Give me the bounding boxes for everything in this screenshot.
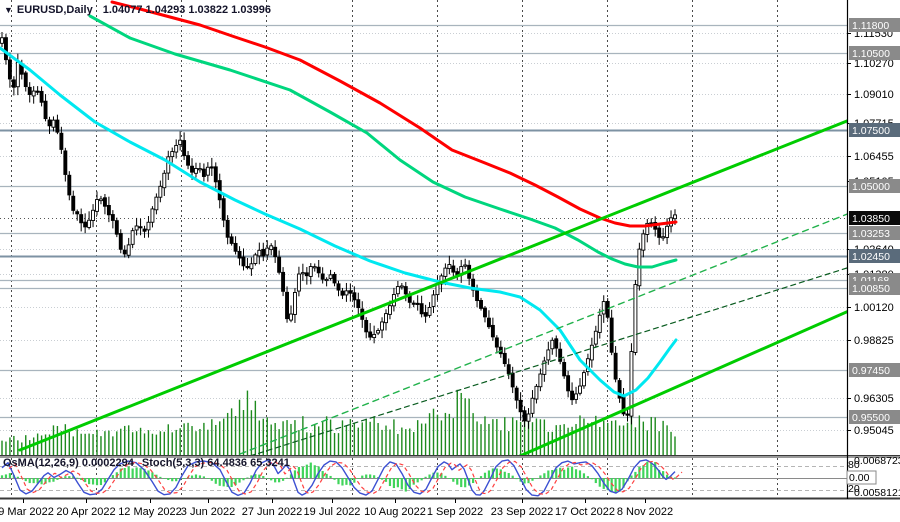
price-badge-text: 0.97450: [852, 365, 890, 377]
date-label: 23 Sep 2022: [491, 506, 553, 518]
indicator-axis-label: 80: [848, 459, 860, 471]
stoch-d-line: [8, 460, 683, 495]
date-label: 10 Aug 2022: [364, 506, 426, 518]
price-label: 0.95045: [854, 425, 894, 437]
price-badge: [849, 410, 900, 424]
date-label: 1 Sep 2022: [427, 506, 483, 518]
price-badge-text: 1.11800: [852, 20, 889, 32]
price-label: 0.96305: [854, 393, 894, 405]
ohlc-values: 1.04077 1.04293 1.03822 1.03996: [102, 4, 271, 16]
price-badge-text: 1.05000: [852, 181, 890, 193]
date-label: 20 Apr 2022: [56, 506, 115, 518]
osma-histogram: [0, 461, 677, 493]
price-badge-text: 1.03850: [852, 213, 890, 225]
stoch-k-line: [1, 459, 676, 497]
date-label: 17 Oct 2022: [555, 506, 615, 518]
price-badge: [849, 226, 900, 240]
pane-splitter[interactable]: [0, 455, 900, 459]
price-label: 1.10270: [854, 58, 894, 70]
ascending-trendline-upper[interactable]: [18, 119, 852, 452]
price-label: 1.00120: [854, 302, 894, 314]
price-badge-text: 1.10500: [852, 48, 890, 60]
indicator-labels-overlay: OsMA(12,26,9) 0.0002294 Stoch(5,3,3) 64.4…: [3, 457, 298, 469]
price-badge-text: 1.03253: [852, 228, 890, 240]
symbol-period-label: EURUSD,Daily: [16, 4, 93, 16]
ascending-trendline-lower[interactable]: [518, 306, 860, 456]
candles-layer: [0, 32, 677, 429]
price-badge-text: 0.95500: [852, 412, 890, 424]
price-label: 1.09010: [854, 89, 894, 101]
symbol-ohlc-overlay: ▼ EURUSD,Daily 1.04077 1.04293 1.03822 1.0…: [4, 4, 271, 16]
price-badge: [849, 123, 900, 137]
date-label: 8 Nov 2022: [617, 506, 673, 518]
price-label: 1.06455: [854, 151, 894, 163]
ma-slow-red-line: [110, 0, 678, 228]
price-label: 0.98825: [854, 335, 894, 347]
date-label: 27 Jun 2022: [242, 506, 303, 518]
ascending-dashed-projection[interactable]: [239, 211, 855, 455]
date-label: 29 Mar 2022: [0, 506, 54, 518]
indicator-axis-label: 20: [848, 483, 860, 495]
h-gridlines: [0, 33, 847, 431]
price-badge-text: 1.00850: [852, 283, 890, 295]
v-gridlines: [11, 0, 778, 497]
date-label: 3 Jun 2022: [181, 506, 235, 518]
collapse-arrow-icon[interactable]: ▼: [4, 5, 13, 15]
price-badge-text: 1.02450: [852, 251, 890, 263]
date-label: 12 May 2022: [118, 506, 182, 518]
price-axis[interactable]: 1.115301.102701.090101.077151.064551.051…: [847, 18, 900, 437]
price-badge: [849, 46, 900, 60]
price-badge-text: 1.07500: [852, 125, 890, 137]
indicator-axis-label: 0.0068723: [854, 455, 900, 467]
price-badge: [849, 18, 900, 32]
price-badge: [849, 249, 900, 263]
volume-histogram: [1, 389, 676, 455]
price-badge: [849, 211, 900, 225]
ma-fast-cyan-line: [0, 46, 678, 398]
osma-label: OsMA(12,26,9) 0.0002294: [3, 457, 134, 469]
price-badge: [849, 179, 900, 193]
date-label: 19 Jul 2022: [304, 506, 361, 518]
indicator-axis-label: 0.0058121: [854, 487, 900, 499]
price-badge: [849, 281, 900, 295]
stoch-label: Stoch(5,3,3) 64.4836 65.3241: [141, 457, 290, 469]
price-badge: [849, 363, 900, 377]
ascending-dashed-dark[interactable]: [249, 267, 847, 456]
ma-mid-green-line: [88, 14, 678, 269]
indicator-axis-label: 0.00: [849, 472, 870, 484]
